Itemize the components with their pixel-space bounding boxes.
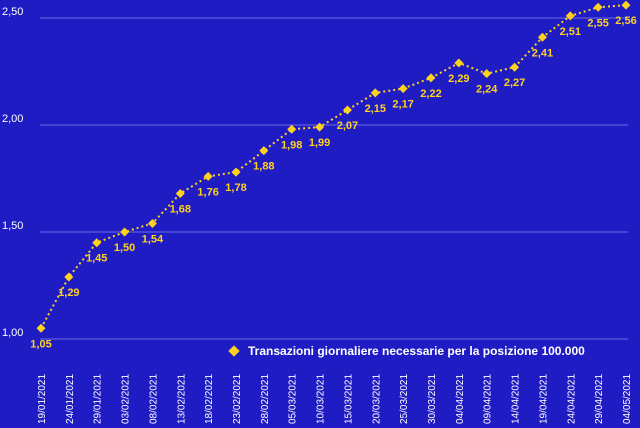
data-point-marker <box>370 88 380 98</box>
data-point-marker <box>147 218 157 228</box>
data-point-marker <box>398 84 408 94</box>
x-tick-label: 15/03/2021 <box>343 374 354 424</box>
data-label: 1,98 <box>281 139 302 151</box>
data-point-marker <box>64 272 74 282</box>
data-label: 2,24 <box>476 84 498 96</box>
data-point-marker <box>621 0 631 10</box>
x-tick-label: 13/02/2021 <box>176 374 187 424</box>
data-label: 1,54 <box>142 233 164 245</box>
data-label: 2,27 <box>504 77 525 89</box>
y-tick-label: 2,50 <box>2 6 23 18</box>
data-point-marker <box>426 73 436 83</box>
x-tick-label: 04/05/2021 <box>622 374 633 424</box>
data-label: 1,88 <box>253 161 274 173</box>
data-label: 2,55 <box>587 17 608 29</box>
data-point-marker <box>92 238 102 248</box>
x-tick-label: 29/01/2021 <box>93 374 104 424</box>
data-point-marker <box>565 11 575 21</box>
data-label: 1,99 <box>309 137 330 149</box>
data-label: 2,22 <box>420 88 441 100</box>
x-tick-label: 23/02/2021 <box>232 374 243 424</box>
data-point-marker <box>259 146 269 156</box>
series-line <box>40 4 627 329</box>
x-tick-label: 28/02/2021 <box>260 374 271 424</box>
data-point-marker <box>287 124 297 134</box>
data-label: 1,45 <box>86 253 107 265</box>
legend-marker-icon <box>228 345 240 357</box>
data-point-marker <box>36 323 46 333</box>
data-point-marker <box>454 58 464 68</box>
x-tick-label: 10/03/2021 <box>316 374 327 424</box>
x-tick-label: 24/01/2021 <box>65 374 76 424</box>
data-label: 1,68 <box>170 203 191 215</box>
data-point-marker <box>482 69 492 79</box>
x-tick-label: 19/04/2021 <box>538 374 549 424</box>
data-label: 1,78 <box>225 182 246 194</box>
data-point-marker <box>203 171 213 181</box>
data-label: 1,05 <box>30 338 51 350</box>
x-tick-label: 03/02/2021 <box>121 374 132 424</box>
data-label: 2,29 <box>448 73 469 85</box>
data-point-marker <box>342 105 352 115</box>
data-point-marker <box>315 122 325 132</box>
x-tick-label: 14/04/2021 <box>511 374 522 424</box>
x-tick-label: 29/04/2021 <box>594 374 605 424</box>
data-label: 2,07 <box>337 120 358 132</box>
data-label: 1,29 <box>58 287 79 299</box>
data-label: 1,50 <box>114 242 135 254</box>
x-tick-label: 30/03/2021 <box>427 374 438 424</box>
legend: Transazioni giornaliere necessarie per l… <box>228 344 585 358</box>
data-label: 1,76 <box>197 186 218 198</box>
x-tick-label: 05/03/2021 <box>288 374 299 424</box>
y-tick-label: 1,00 <box>2 327 23 339</box>
data-label: 2,15 <box>365 103 386 115</box>
data-point-marker <box>120 227 130 237</box>
x-tick-label: 19/01/2021 <box>37 374 48 424</box>
data-point-marker <box>231 167 241 177</box>
data-label: 2,51 <box>560 26 581 38</box>
data-label: 2,41 <box>532 47 553 59</box>
data-point-marker <box>593 2 603 12</box>
x-tick-label: 25/03/2021 <box>399 374 410 424</box>
y-tick-label: 1,50 <box>2 220 23 232</box>
data-point-marker <box>537 32 547 42</box>
x-tick-label: 04/04/2021 <box>455 374 466 424</box>
legend-label: Transazioni giornaliere necessarie per l… <box>248 344 585 358</box>
data-point-marker <box>175 188 185 198</box>
x-tick-label: 18/02/2021 <box>204 374 215 424</box>
data-point-marker <box>510 62 520 72</box>
data-label: 2,17 <box>392 99 413 111</box>
x-tick-label: 08/02/2021 <box>148 374 159 424</box>
x-tick-label: 09/04/2021 <box>483 374 494 424</box>
x-tick-label: 24/04/2021 <box>566 374 577 424</box>
y-tick-label: 2,00 <box>2 113 23 125</box>
x-tick-label: 20/03/2021 <box>371 374 382 424</box>
data-label: 2,56 <box>615 15 636 27</box>
